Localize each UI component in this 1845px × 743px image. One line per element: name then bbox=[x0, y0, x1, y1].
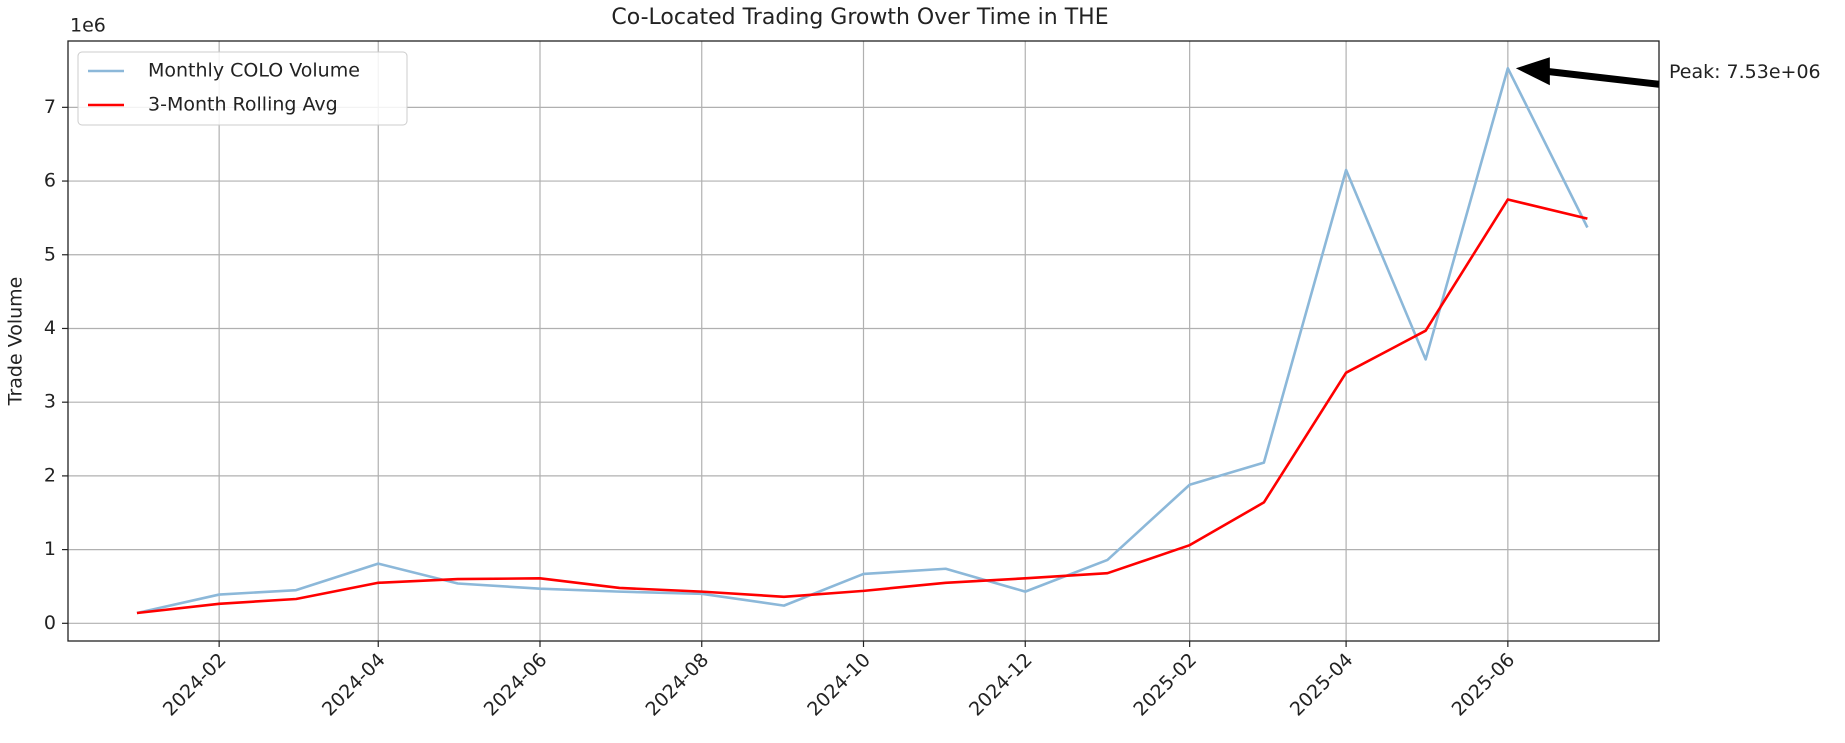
y-tick-label: 4 bbox=[44, 317, 56, 339]
y-tick-label: 3 bbox=[44, 391, 56, 413]
plot-frame bbox=[67, 40, 1660, 642]
legend-label: Monthly COLO Volume bbox=[148, 60, 360, 82]
x-tick-label: 2025-04 bbox=[1286, 649, 1358, 721]
chart-title: Co-Located Trading Growth Over Time in T… bbox=[611, 5, 1108, 30]
y-axis-label: Trade Volume bbox=[5, 277, 27, 407]
x-tick-label: 2024-12 bbox=[965, 649, 1037, 721]
legend-label: 3-Month Rolling Avg bbox=[148, 94, 338, 116]
arrow-shaft bbox=[1545, 67, 1660, 88]
x-tick-label: 2024-06 bbox=[480, 649, 552, 721]
y-tick-label: 0 bbox=[44, 612, 56, 634]
y-tick-label: 5 bbox=[44, 243, 56, 265]
x-tick-label: 2024-08 bbox=[641, 649, 713, 721]
x-tick-label: 2025-06 bbox=[1448, 649, 1520, 721]
y-offset-label: 1e6 bbox=[70, 15, 106, 37]
x-tick-label: 2025-02 bbox=[1129, 649, 1201, 721]
annotation-arrow bbox=[1515, 57, 1660, 88]
series-line bbox=[136, 198, 1588, 615]
legend-box bbox=[77, 51, 408, 126]
y-tick-label: 1 bbox=[44, 538, 56, 560]
x-tick-label: 2024-02 bbox=[159, 649, 231, 721]
x-tick-label: 2024-10 bbox=[803, 649, 875, 721]
y-tick-label: 6 bbox=[44, 170, 56, 192]
annotation-label: Peak: 7.53e+06 bbox=[1669, 61, 1821, 83]
series-line bbox=[136, 66, 1589, 615]
y-tick-label: 7 bbox=[44, 96, 56, 118]
arrow-head bbox=[1515, 57, 1550, 86]
x-tick-label: 2024-04 bbox=[318, 649, 390, 721]
y-tick-label: 2 bbox=[44, 464, 56, 486]
